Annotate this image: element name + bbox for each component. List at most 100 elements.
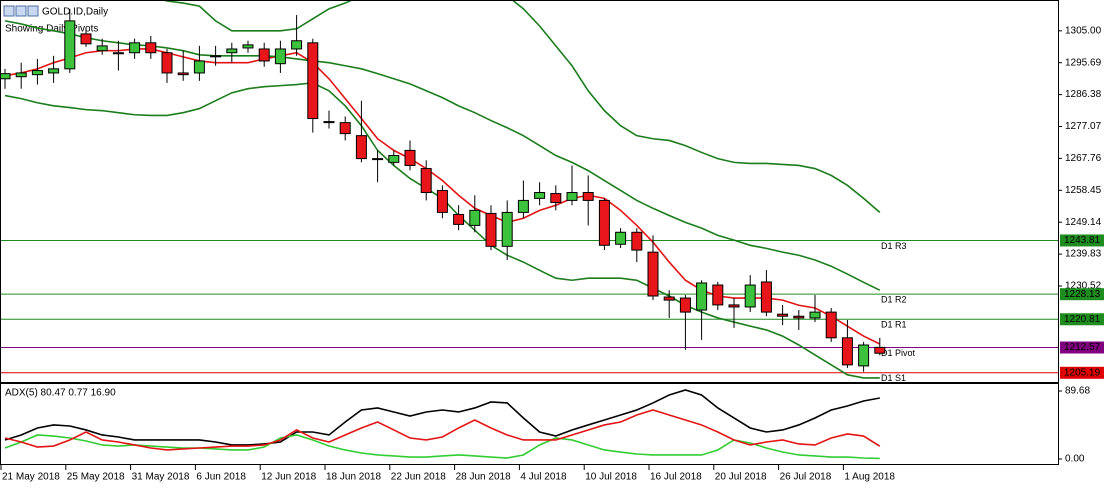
y-tick-label: 1286.38 — [1065, 89, 1102, 100]
price-tag-label: 1205.19 — [1064, 367, 1101, 378]
candle-body — [242, 44, 254, 49]
candle-body — [355, 135, 367, 160]
candle-body — [436, 189, 448, 213]
candle-body — [210, 55, 222, 58]
candle-body — [696, 282, 708, 311]
candle-body — [80, 33, 92, 45]
candle-body — [858, 344, 870, 367]
candle-body — [226, 48, 238, 54]
candle-body — [550, 193, 562, 203]
candle-body — [274, 48, 286, 65]
pivot-label: D1 R2 — [881, 295, 907, 305]
candle-body — [307, 42, 319, 120]
candle-body — [161, 52, 173, 74]
candle-body — [825, 311, 837, 339]
price-tag — [1060, 313, 1104, 326]
candle-body — [744, 284, 756, 308]
y-tick-label: 1230.52 — [1065, 281, 1102, 292]
candle-body — [339, 122, 351, 135]
candle-body — [663, 296, 675, 301]
y-tick-label: 1258.45 — [1065, 185, 1102, 196]
candle-body — [777, 313, 789, 317]
candle-body — [469, 209, 481, 226]
candle-body — [258, 48, 270, 62]
candle-body — [453, 213, 465, 225]
x-tick-label: 28 Jun 2018 — [456, 472, 511, 483]
x-tick-label: 18 Jun 2018 — [326, 472, 381, 483]
candle-body — [760, 281, 772, 313]
price-tag-label: 1243.81 — [1064, 235, 1101, 246]
y-tick-label: 1249.14 — [1065, 217, 1102, 228]
candle-body — [712, 284, 724, 306]
candle-body — [582, 192, 594, 201]
candle-body — [534, 192, 546, 199]
y-tick-label: 1295.69 — [1065, 57, 1102, 68]
candle-body — [31, 70, 43, 76]
candle-body — [615, 231, 627, 245]
candle-body — [404, 149, 416, 166]
y-tick-label: 0.00 — [1065, 454, 1085, 465]
x-tick-label: 20 Jul 2018 — [715, 472, 767, 483]
candle-body — [420, 168, 432, 194]
candle-body — [809, 311, 821, 319]
candle-body — [129, 42, 141, 54]
candle-body — [647, 251, 659, 297]
candle-body — [145, 42, 157, 54]
x-tick-label: 26 Jul 2018 — [780, 472, 832, 483]
pivot-label: D1 Pivot — [881, 348, 916, 358]
y-tick-label: 1239.83 — [1065, 249, 1102, 260]
candle-body — [631, 231, 643, 251]
candle-body — [728, 304, 740, 308]
x-tick-label: 6 Jun 2018 — [196, 472, 246, 483]
candle-body — [112, 52, 124, 55]
price-tag — [1060, 366, 1104, 379]
pivot-label: D1 R3 — [881, 241, 907, 251]
candle-body — [874, 346, 886, 354]
candle-body — [177, 72, 189, 76]
main-plot: D1 R3 D1 R2 D1 R1 D1 Pivot D1 S1 — [1, 1, 1058, 383]
axes: 1305.00 1295.69 1286.38 1277.07 1267.76 1258.… — [0, 25, 1104, 483]
pivot-label: D1 S1 — [881, 373, 906, 383]
candle-body — [566, 192, 578, 201]
price-tag — [1060, 288, 1104, 301]
x-tick-label: 22 Jun 2018 — [391, 472, 446, 483]
x-tick-label: 16 Jul 2018 — [650, 472, 702, 483]
x-tick-label: 21 May 2018 — [2, 472, 60, 483]
x-tick-label: 31 May 2018 — [132, 472, 190, 483]
indicator-line — [164, 1, 881, 214]
candle-body — [372, 158, 384, 161]
indicator-line — [4, 389, 880, 446]
candle-body — [64, 20, 76, 70]
x-tick-label: 25 May 2018 — [67, 472, 125, 483]
x-tick-label: 4 Jul 2018 — [520, 472, 567, 483]
adx-plot — [4, 389, 881, 460]
candle-body — [193, 60, 205, 74]
indicator-line — [4, 409, 881, 451]
x-tick-label: 10 Jul 2018 — [585, 472, 637, 483]
candle-body — [679, 297, 691, 313]
candle-body — [388, 155, 400, 163]
y-tick-label: 1305.00 — [1065, 25, 1102, 36]
candle-body — [1, 73, 11, 80]
x-tick-label: 1 Aug 2018 — [844, 472, 895, 483]
y-tick-label: 1277.07 — [1065, 121, 1102, 132]
chart-title: GOLD.ID,Daily — [42, 7, 108, 18]
adx-title: ADX(5) 80.47 0.77 16.90 — [5, 388, 116, 399]
price-tag-label: 1212.57 — [1064, 342, 1101, 353]
price-tag — [1060, 234, 1104, 247]
candle-body — [841, 337, 853, 366]
candle-body — [517, 199, 529, 213]
candle-body — [291, 40, 303, 50]
price-tag-label: 1228.13 — [1064, 289, 1101, 300]
candle-body — [323, 121, 335, 124]
candle-body — [501, 211, 513, 247]
candle-body — [48, 68, 60, 74]
y-tick-label: 1267.76 — [1065, 153, 1102, 164]
candle-body — [96, 45, 108, 52]
symbol-icon — [3, 5, 39, 17]
price-tag — [1060, 341, 1104, 354]
x-tick-label: 12 Jun 2018 — [261, 472, 316, 483]
price-tag-label: 1220.81 — [1064, 314, 1101, 325]
candle-body — [598, 199, 610, 246]
